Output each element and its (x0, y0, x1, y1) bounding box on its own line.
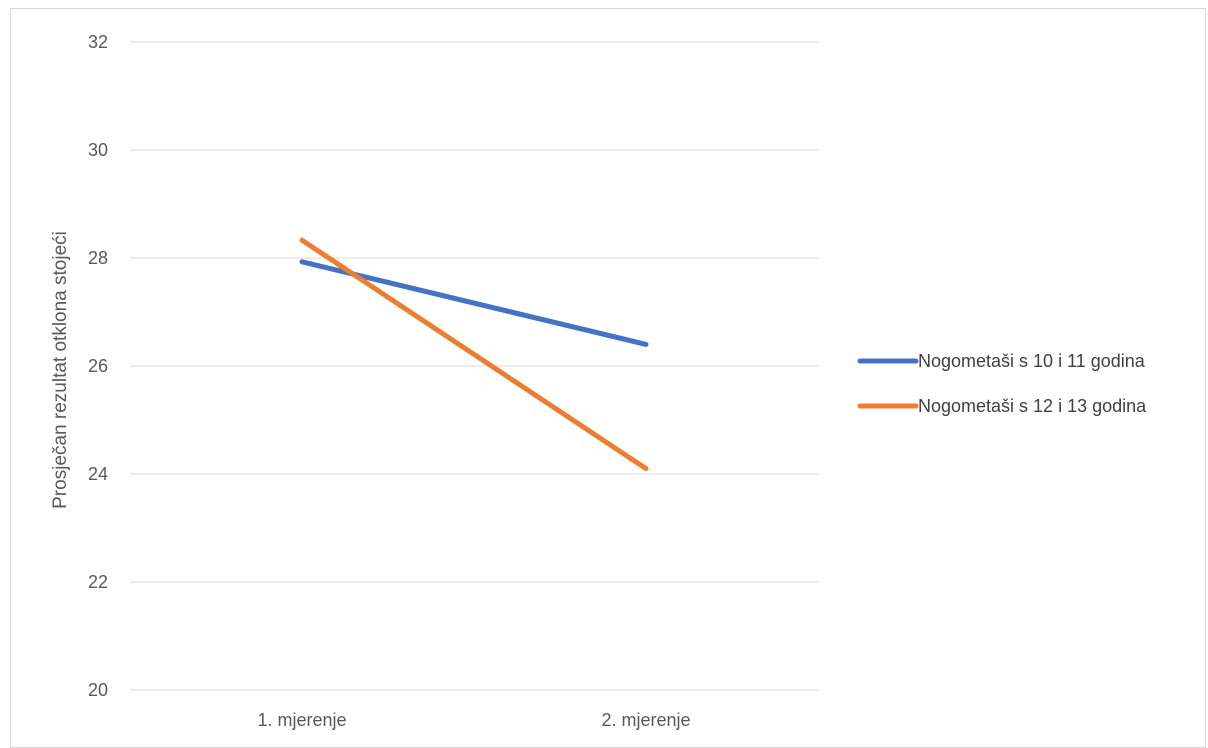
legend-label: Nogometaši s 12 i 13 godina (918, 396, 1147, 416)
legend: Nogometaši s 10 i 11 godina Nogometaši s … (857, 351, 1147, 416)
y-tick-label: 24 (88, 464, 108, 484)
x-tick-labels: 1. mjerenje 2. mjerenje (257, 710, 690, 730)
y-tick-label: 28 (88, 248, 108, 268)
y-tick-label: 22 (88, 572, 108, 592)
x-tick-label: 2. mjerenje (601, 710, 690, 730)
y-tick-labels: 20 22 24 26 28 30 32 (88, 32, 108, 700)
gridlines (130, 41, 818, 691)
y-tick-label: 32 (88, 32, 108, 52)
y-tick-label: 30 (88, 140, 108, 160)
y-tick-label: 20 (88, 680, 108, 700)
y-tick-label: 26 (88, 356, 108, 376)
y-axis-title: Prosječan rezultat otklona stojeći (50, 231, 71, 509)
x-tick-label: 1. mjerenje (257, 710, 346, 730)
series-line-2 (299, 237, 649, 472)
legend-label: Nogometaši s 10 i 11 godina (918, 351, 1146, 371)
series-lines (299, 237, 649, 472)
